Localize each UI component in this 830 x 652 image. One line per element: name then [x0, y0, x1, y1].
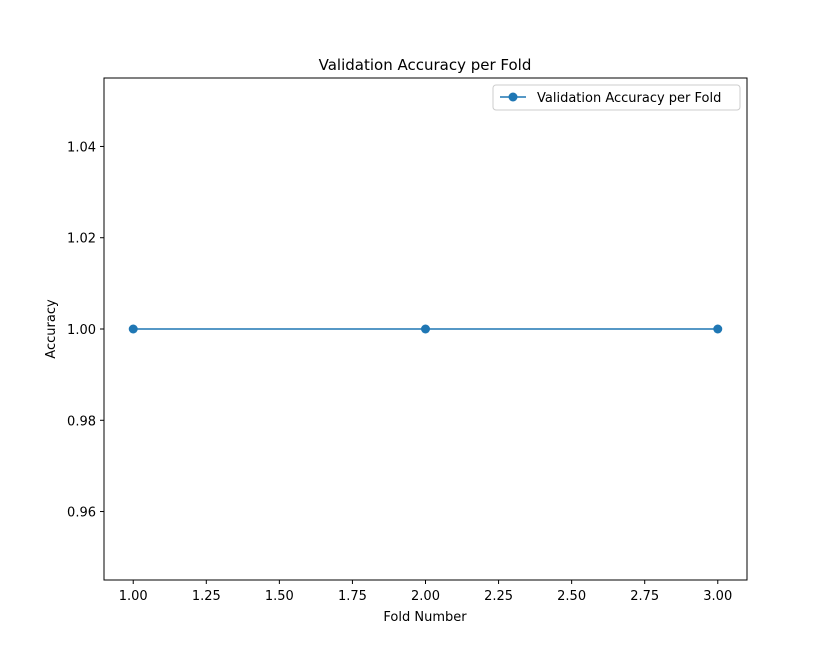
legend-marker-swatch	[508, 92, 518, 102]
y-axis-label: Accuracy	[44, 299, 59, 359]
data-point	[713, 324, 723, 334]
y-tick-label: 1.02	[67, 232, 96, 247]
x-tick-label: 1.50	[265, 589, 294, 604]
x-tick-label: 1.00	[119, 589, 148, 604]
legend-label: Validation Accuracy per Fold	[537, 91, 721, 106]
x-axis-ticks: 1.00 1.25 1.50 1.75 2.00 2.25 2.50 2.75 3.00	[119, 580, 732, 604]
chart-title: Validation Accuracy per Fold	[319, 56, 532, 74]
x-tick-label: 2.25	[484, 589, 513, 604]
x-tick-label: 2.75	[630, 589, 659, 604]
data-point	[128, 324, 138, 334]
legend: Validation Accuracy per Fold	[492, 84, 741, 111]
data-point	[421, 324, 430, 334]
x-tick-label: 1.25	[192, 589, 221, 604]
x-tick-label: 3.00	[703, 589, 732, 604]
y-tick-label: 1.00	[67, 323, 96, 338]
series-layer	[128, 324, 723, 334]
y-tick-label: 0.96	[67, 506, 96, 521]
x-tick-label: 1.75	[338, 589, 367, 604]
y-tick-label: 1.04	[67, 140, 96, 155]
legend-box	[492, 84, 741, 111]
y-tick-label: 0.98	[67, 414, 96, 429]
x-tick-label: 2.00	[411, 589, 440, 604]
x-tick-label: 2.50	[557, 589, 586, 604]
y-axis-ticks: 0.96 0.98 1.00 1.02 1.04	[67, 140, 104, 521]
plot-frame	[103, 77, 748, 581]
x-axis-label: Fold Number	[383, 610, 467, 625]
